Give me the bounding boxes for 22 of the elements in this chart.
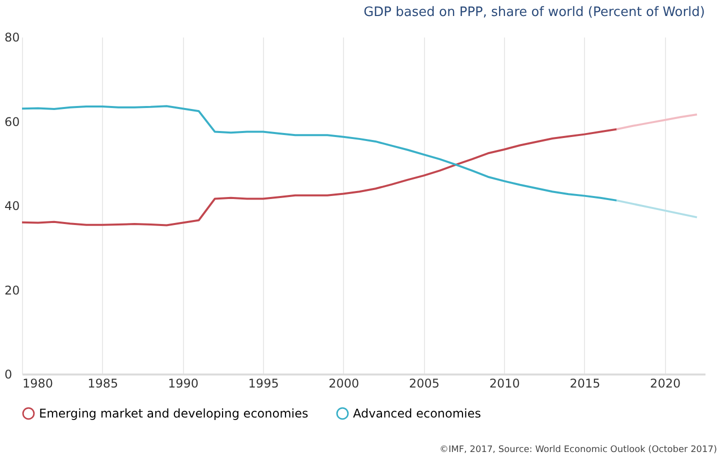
x-tick-label: 1995 — [248, 376, 279, 390]
y-tick-label: 40 — [4, 199, 20, 213]
legend-label: Emerging market and developing economies — [39, 406, 308, 421]
legend-label: Advanced economies — [353, 406, 482, 421]
x-tick-label: 1990 — [168, 376, 198, 390]
x-tick-label: 1980 — [22, 376, 54, 390]
y-tick-label: 80 — [4, 30, 20, 44]
x-tick-label: 2020 — [650, 376, 681, 390]
x-tick-label: 2005 — [408, 376, 440, 390]
chart-title: GDP based on PPP, share of world (Percent of World) — [364, 5, 705, 20]
y-tick-label: 60 — [4, 114, 20, 129]
x-tick-label: 1985 — [88, 376, 118, 390]
y-tick-label: 0 — [4, 368, 12, 382]
x-tick-label: 2015 — [570, 376, 600, 390]
y-tick-label: 20 — [4, 283, 20, 298]
x-tick-label: 2000 — [328, 376, 360, 390]
text: ©IMF, 2017, Source: World Economic Outlook (October 2017) — [439, 445, 717, 455]
line-series — [21, 105, 618, 202]
line-series — [616, 114, 698, 130]
line-series — [21, 128, 618, 226]
line-series — [616, 199, 698, 218]
x-tick-label: 2010 — [489, 376, 520, 390]
